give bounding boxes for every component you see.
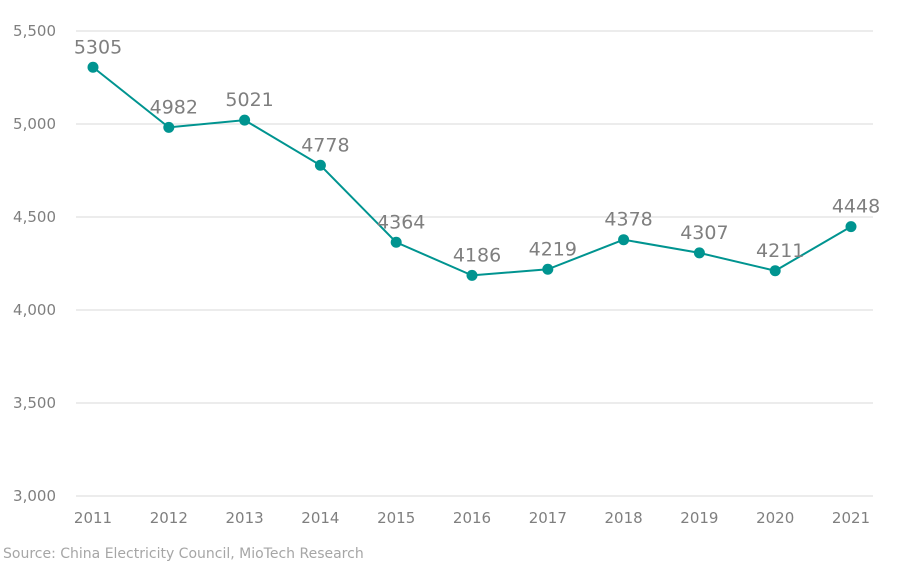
data-label: 5305 bbox=[74, 36, 122, 58]
data-point bbox=[163, 121, 175, 133]
data-label: 4982 bbox=[150, 96, 198, 118]
x-tick-label: 2013 bbox=[226, 509, 264, 527]
data-label: 4211 bbox=[756, 240, 804, 262]
x-tick-label: 2012 bbox=[150, 509, 188, 527]
x-tick-label: 2018 bbox=[605, 509, 643, 527]
data-label: 4378 bbox=[604, 209, 652, 231]
source-note: Source: China Electricity Council, MioTe… bbox=[3, 546, 364, 562]
y-tick-label: 3,500 bbox=[13, 394, 56, 412]
data-point bbox=[769, 265, 781, 277]
data-point bbox=[845, 221, 857, 233]
data-point bbox=[693, 247, 705, 259]
data-point bbox=[466, 269, 478, 281]
x-tick-label: 2019 bbox=[680, 509, 718, 527]
y-tick-label: 5,000 bbox=[13, 115, 56, 133]
data-point bbox=[542, 263, 554, 275]
data-label: 4778 bbox=[301, 134, 349, 156]
data-point bbox=[87, 61, 99, 73]
x-tick-label: 2020 bbox=[756, 509, 794, 527]
data-point bbox=[618, 234, 630, 246]
data-point bbox=[390, 236, 402, 248]
y-tick-label: 4,500 bbox=[13, 208, 56, 226]
x-tick-label: 2015 bbox=[377, 509, 415, 527]
x-tick-label: 2017 bbox=[529, 509, 567, 527]
data-label: 4448 bbox=[832, 196, 880, 218]
y-tick-label: 3,000 bbox=[13, 487, 56, 505]
x-tick-label: 2014 bbox=[301, 509, 339, 527]
data-point bbox=[239, 114, 251, 126]
data-point bbox=[314, 159, 326, 171]
data-label: 4186 bbox=[453, 244, 501, 266]
data-label: 4307 bbox=[680, 222, 728, 244]
y-tick-label: 4,000 bbox=[13, 301, 56, 319]
x-tick-label: 2021 bbox=[832, 509, 870, 527]
data-label: 4364 bbox=[377, 211, 425, 233]
y-tick-label: 5,500 bbox=[13, 22, 56, 40]
x-tick-label: 2016 bbox=[453, 509, 491, 527]
x-tick-label: 2011 bbox=[74, 509, 112, 527]
data-label: 4219 bbox=[529, 238, 577, 260]
data-label: 5021 bbox=[225, 89, 273, 111]
